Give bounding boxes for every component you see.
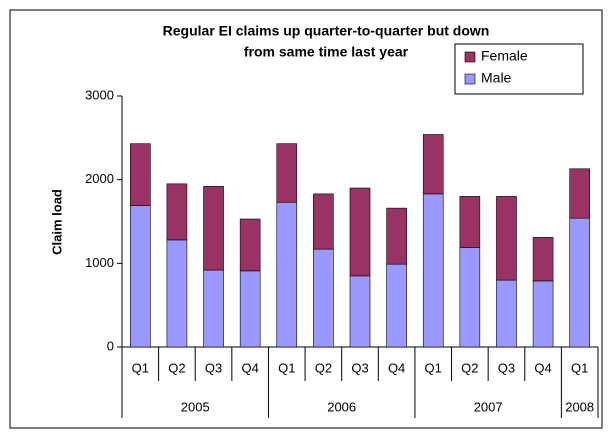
x-tick-label: Q2: [168, 360, 185, 375]
bar-segment: [276, 201, 298, 348]
bar-segment: [569, 168, 590, 219]
bar-segment: [130, 205, 151, 348]
bar-segment: [349, 275, 371, 348]
x-tick-label: Q4: [241, 360, 258, 375]
x-tick-label: Q2: [461, 360, 478, 375]
bar-segment: [313, 248, 334, 348]
chart-title: Regular EI claims up quarter-to-quarter …: [163, 23, 490, 39]
bar-segment: [203, 269, 224, 348]
bar-segment: [459, 247, 481, 348]
bar-segment: [276, 143, 298, 203]
legend-label: Male: [481, 70, 512, 86]
bar-segment: [386, 207, 407, 265]
bar-segment: [166, 183, 188, 241]
bar-segment: [496, 279, 517, 348]
bar-segment: [532, 237, 554, 282]
x-tick-label: Q4: [534, 360, 551, 375]
x-tick-label: Q1: [132, 360, 149, 375]
x-tick-label: Q2: [315, 360, 332, 375]
bar-segment: [459, 196, 481, 248]
bar-segment: [203, 186, 224, 271]
y-tick-label: 1000: [85, 255, 114, 270]
bar-segment: [496, 196, 517, 281]
legend-swatch: [464, 73, 476, 85]
chart-title: from same time last year: [244, 44, 409, 60]
x-tick-label: Q4: [388, 360, 405, 375]
y-axis-label: Claim load: [49, 189, 64, 255]
legend-label: Female: [481, 48, 528, 64]
bar-segment: [349, 187, 371, 277]
bar-segment: [422, 134, 444, 195]
bar-segment: [166, 239, 188, 348]
group-label: 2008: [565, 399, 594, 414]
y-tick-label: 3000: [85, 87, 114, 102]
bar-segment: [386, 263, 407, 348]
bar-segment: [130, 143, 151, 206]
bar-segment: [313, 193, 334, 250]
bar-segment: [569, 217, 590, 348]
bar-segment: [239, 218, 261, 272]
legend-box: [454, 43, 584, 95]
bar-segment: [239, 270, 261, 348]
x-tick-label: Q3: [351, 360, 368, 375]
x-tick-label: Q3: [205, 360, 222, 375]
bar-segment: [532, 280, 554, 348]
legend-swatch: [464, 51, 476, 63]
y-tick-label: 2000: [85, 171, 114, 186]
x-tick-label: Q1: [571, 360, 588, 375]
x-tick-label: Q1: [425, 360, 442, 375]
group-label: 2007: [474, 399, 503, 414]
x-tick-label: Q3: [498, 360, 515, 375]
y-tick-label: 0: [107, 338, 114, 353]
group-label: 2005: [181, 399, 210, 414]
group-label: 2006: [327, 399, 356, 414]
x-tick-label: Q1: [278, 360, 295, 375]
bar-segment: [422, 193, 444, 348]
